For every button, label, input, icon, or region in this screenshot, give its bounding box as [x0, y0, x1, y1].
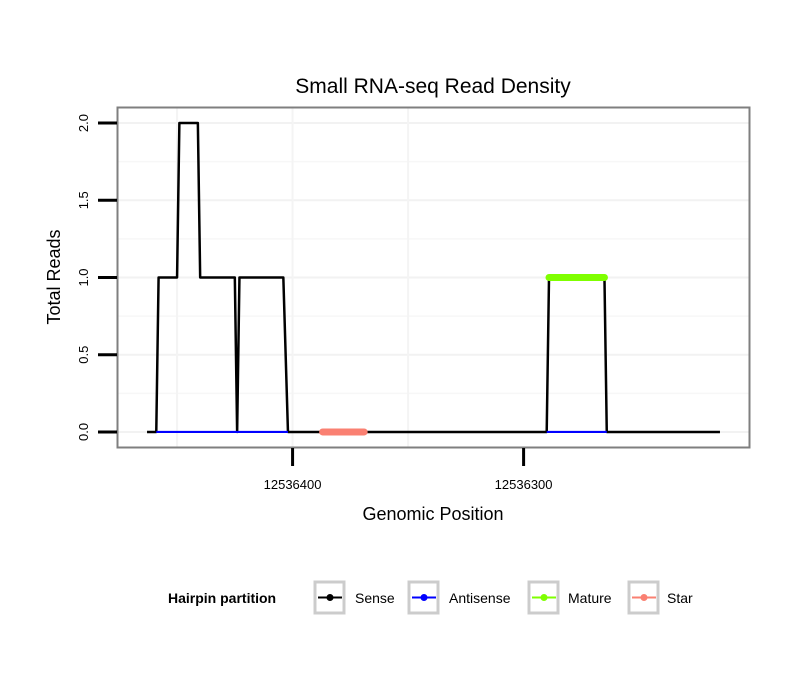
- x-tick-label: 12536300: [495, 477, 553, 492]
- legend-label: Mature: [568, 590, 612, 606]
- y-tick-label: 1.0: [76, 268, 91, 286]
- legend-label: Star: [667, 590, 693, 606]
- axes: 0.0 0.5 1.0 1.5 2.0 12536400 12536300: [76, 114, 553, 492]
- plot-panel-border: [116, 106, 751, 449]
- legend-key-point: [326, 594, 334, 601]
- legend-key-point: [640, 594, 648, 601]
- legend-item-antisense: Antisense: [407, 580, 511, 615]
- grid: [117, 107, 750, 448]
- series-layer: [147, 121, 720, 436]
- legend-item-star: Star: [627, 580, 693, 615]
- legend-label: Antisense: [449, 590, 511, 606]
- legend-key-point: [420, 594, 428, 601]
- legend-item-sense: Sense: [313, 580, 395, 615]
- y-tick-label: 2.0: [76, 114, 91, 132]
- legend-title: Hairpin partition: [168, 590, 276, 606]
- x-tick-label: 12536400: [264, 477, 322, 492]
- legend-label: Sense: [355, 590, 395, 606]
- chart-title: Small RNA-seq Read Density: [295, 75, 571, 98]
- y-tick-label: 1.5: [76, 191, 91, 209]
- y-axis-label: Total Reads: [44, 229, 64, 324]
- y-tick-label: 0.0: [76, 423, 91, 441]
- legend-item-mature: Mature: [527, 580, 612, 615]
- legend-key-point: [540, 594, 548, 601]
- legend: Hairpin partition Sense Antisense Mature St…: [168, 580, 693, 615]
- x-axis-label: Genomic Position: [362, 504, 503, 524]
- y-tick-label: 0.5: [76, 346, 91, 364]
